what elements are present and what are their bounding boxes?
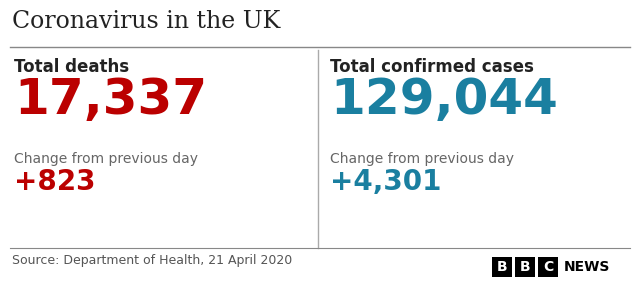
Text: C: C	[543, 260, 553, 274]
Text: Change from previous day: Change from previous day	[14, 152, 198, 166]
Text: NEWS: NEWS	[564, 260, 611, 274]
Text: B: B	[520, 260, 531, 274]
Text: Source: Department of Health, 21 April 2020: Source: Department of Health, 21 April 2…	[12, 254, 292, 267]
FancyBboxPatch shape	[492, 257, 512, 277]
FancyBboxPatch shape	[515, 257, 535, 277]
Text: 129,044: 129,044	[330, 76, 558, 124]
Text: 17,337: 17,337	[14, 76, 207, 124]
Text: Change from previous day: Change from previous day	[330, 152, 514, 166]
Text: B: B	[497, 260, 508, 274]
Text: Coronavirus in the UK: Coronavirus in the UK	[12, 10, 280, 33]
FancyBboxPatch shape	[538, 257, 558, 277]
Text: +4,301: +4,301	[330, 168, 442, 196]
Text: Total confirmed cases: Total confirmed cases	[330, 58, 534, 76]
Text: Total deaths: Total deaths	[14, 58, 129, 76]
Text: +823: +823	[14, 168, 95, 196]
